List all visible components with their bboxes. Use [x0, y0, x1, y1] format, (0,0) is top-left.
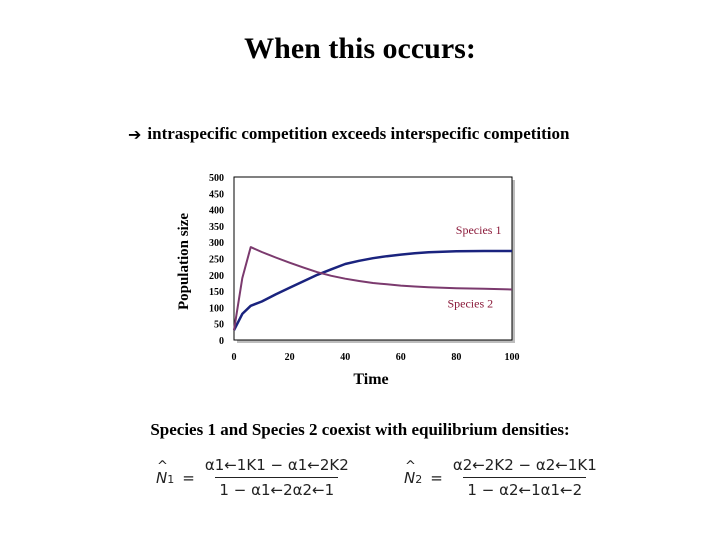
coexist-text: Species 1 and Species 2 coexist with equ… — [150, 420, 570, 439]
equation-n1: N1 = α1←1K1 − α1←2K2 1 − α1←2α2←1 — [156, 456, 353, 499]
equation-n2-denominator: 1 − α2←1α1←2 — [463, 477, 587, 499]
equation-n1-denominator: 1 − α1←2α2←1 — [215, 477, 339, 499]
y-tick-label: 100 — [209, 303, 224, 314]
x-axis-label: Time — [353, 371, 388, 388]
n2-symbol: N — [404, 459, 416, 487]
y-tick-label: 150 — [209, 287, 224, 298]
equation-n2-lhs: N2 — [404, 459, 423, 487]
slide-title: When this occurs: — [244, 32, 476, 65]
x-tick-label: 40 — [340, 352, 350, 363]
y-tick-label: 400 — [209, 206, 224, 217]
statement-line: ➔ intraspecific competition exceeds inte… — [128, 124, 569, 144]
y-tick-label: 50 — [214, 320, 224, 331]
n2-subscript: 2 — [415, 472, 423, 486]
y-axis-label: Population size — [176, 213, 192, 310]
y-tick-label: 300 — [209, 238, 224, 249]
y-tick-label: 0 — [219, 336, 224, 347]
right-arrow-icon: ➔ — [128, 124, 142, 144]
equation-n1-numerator: α1←1K1 − α1←2K2 — [204, 456, 349, 474]
x-tick-label: 80 — [451, 352, 461, 363]
x-tick-label: 100 — [505, 352, 520, 363]
x-tick-label: 0 — [232, 352, 237, 363]
series-line-species-1 — [232, 249, 512, 331]
n1-subscript: 1 — [167, 472, 175, 486]
x-tick-label: 20 — [285, 352, 295, 363]
y-tick-label: 450 — [209, 189, 224, 200]
x-tick-label: 60 — [396, 352, 406, 363]
equation-n1-lhs: N1 — [156, 459, 175, 487]
equation-n2-fraction: α2←2K2 − α2←1K1 1 − α2←1α1←2 — [449, 456, 601, 499]
y-tick-label: 500 — [209, 173, 224, 184]
series-line-species-2 — [233, 246, 513, 331]
annotation-species-1: Species 1 — [456, 223, 502, 237]
y-tick-label: 250 — [209, 255, 224, 266]
equation-n1-fraction: α1←1K1 − α1←2K2 1 − α1←2α2←1 — [201, 456, 353, 499]
n1-symbol: N — [156, 459, 168, 487]
y-tick-label: 350 — [209, 222, 224, 233]
equals-sign: = — [430, 468, 443, 487]
population-chart: 0 50 100 150 200 250 300 350 400 450 500 0 20 40 60 80 1… — [176, 173, 520, 388]
equals-sign: = — [182, 468, 195, 487]
y-tick-label: 200 — [209, 271, 224, 282]
equation-n2: N2 = α2←2K2 − α2←1K1 1 − α2←1α1←2 — [404, 456, 601, 499]
equation-n2-numerator: α2←2K2 − α2←1K1 — [452, 456, 597, 474]
statement-text: intraspecific competition exceeds inters… — [147, 124, 570, 143]
annotation-species-2: Species 2 — [447, 296, 493, 310]
